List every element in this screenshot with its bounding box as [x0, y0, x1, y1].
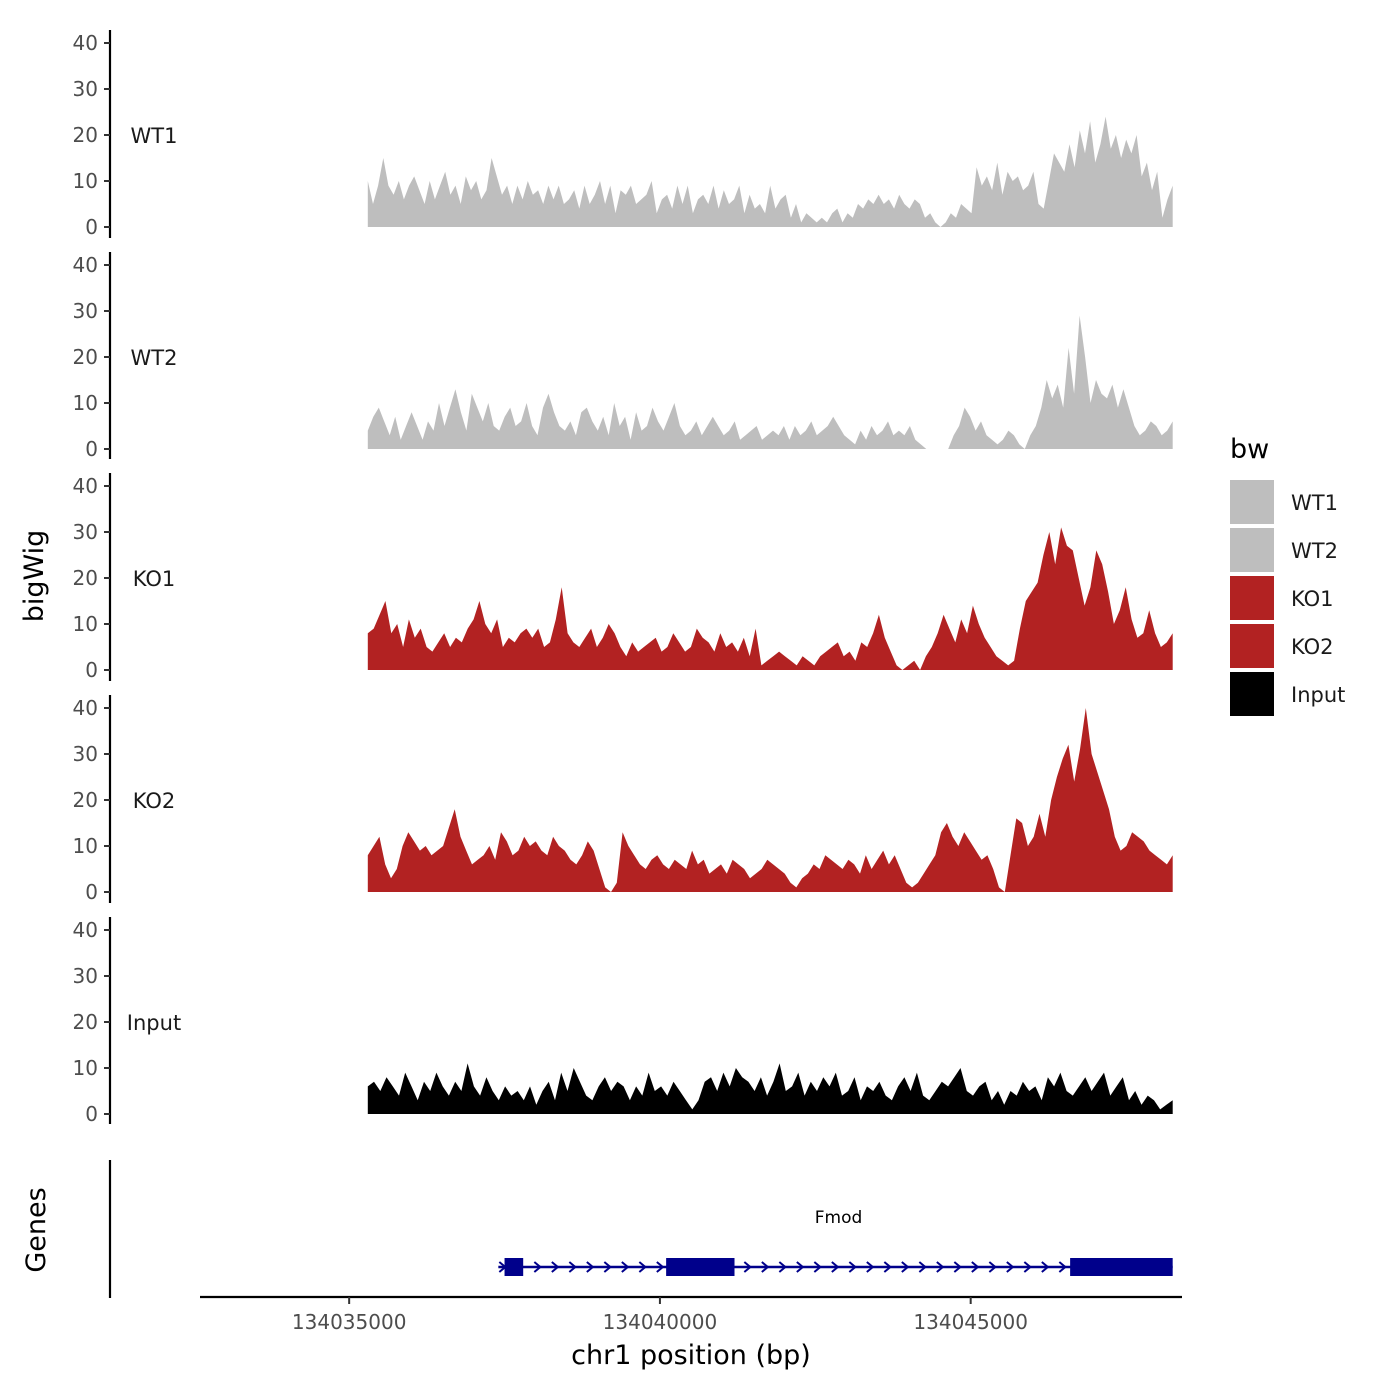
strand-arrow-icon: [621, 1261, 630, 1273]
y-tick-label: 30: [73, 964, 98, 988]
legend-item-wt2: WT2: [1230, 528, 1338, 572]
track-panels: 0 10 20 30 40 WT1 0 10 20 30 40 WT2 0 10 20 30 40 KO1 0 10 2…: [73, 30, 1173, 1126]
legend-label: Input: [1291, 683, 1345, 707]
legend-item-ko1: KO1: [1230, 576, 1334, 620]
y-tick-label: 40: [73, 696, 98, 720]
y-tick-label: 0: [85, 658, 98, 682]
panel-label: KO2: [133, 789, 176, 813]
y-tick-label: 30: [73, 742, 98, 766]
strand-arrow-icon: [533, 1261, 542, 1273]
y-tick-label: 20: [73, 1010, 98, 1034]
strand-arrow-icon: [796, 1261, 805, 1273]
strand-arrow-icon: [1023, 1261, 1032, 1273]
exon-block: [504, 1258, 524, 1276]
legend-title: bw: [1230, 434, 1269, 465]
legend-label: KO1: [1291, 587, 1334, 611]
x-tick-label: 134040000: [603, 1310, 718, 1334]
y-tick-label: 0: [85, 1102, 98, 1126]
strand-arrow-icon: [586, 1261, 595, 1273]
strand-arrow-icon: [918, 1261, 927, 1273]
y-tick-label: 30: [73, 520, 98, 544]
strand-arrow-icon: [848, 1261, 857, 1273]
track-ko2: 0 10 20 30 40 KO2: [73, 695, 1173, 904]
strand-arrow-icon: [1041, 1261, 1050, 1273]
strand-arrow-icon: [656, 1261, 665, 1273]
legend-label: KO2: [1291, 635, 1334, 659]
y-tick-label: 40: [73, 918, 98, 942]
strand-arrow-icon: [813, 1261, 822, 1273]
x-tick-label: 134045000: [913, 1310, 1028, 1334]
legend-label: WT2: [1291, 539, 1338, 563]
legend: WT1 WT2 KO1 KO2 Input: [1230, 480, 1345, 716]
panel-label: Input: [127, 1011, 181, 1035]
y-tick-label: 10: [73, 391, 98, 415]
strand-arrow-icon: [638, 1261, 647, 1273]
y-tick-label: 20: [73, 788, 98, 812]
strand-arrow-icon: [761, 1261, 770, 1273]
y-tick-label: 20: [73, 566, 98, 590]
strand-arrow-icon: [831, 1261, 840, 1273]
panel-label: WT1: [131, 124, 178, 148]
y-tick-label: 10: [73, 1056, 98, 1080]
legend-label: WT1: [1291, 491, 1338, 515]
track-input: 0 10 20 30 40 Input: [73, 917, 1173, 1126]
y-tick-label: 0: [85, 215, 98, 239]
coverage-area-ko1: [367, 527, 1173, 670]
genes-panel: Fmod: [108, 1160, 1173, 1298]
gene-model: Fmod: [498, 1208, 1173, 1276]
strand-arrow-icon: [743, 1261, 752, 1273]
x-axis: 134035000 134040000 134045000: [200, 1295, 1182, 1334]
y-tick-label: 0: [85, 437, 98, 461]
y-tick-label: 40: [73, 474, 98, 498]
y-tick-label: 0: [85, 880, 98, 904]
legend-item-wt1: WT1: [1230, 480, 1338, 524]
y-tick-label: 40: [73, 31, 98, 55]
y-tick-label: 10: [73, 834, 98, 858]
panel-label: WT2: [131, 346, 178, 370]
legend-item-input: Input: [1230, 672, 1345, 716]
strand-arrow-icon: [568, 1261, 577, 1273]
exon-block: [666, 1258, 735, 1276]
coverage-area-wt2: [367, 315, 1173, 449]
y-tick-label: 10: [73, 612, 98, 636]
y-tick-label: 30: [73, 299, 98, 323]
strand-arrow-icon: [603, 1261, 612, 1273]
genes-axis-title: Genes: [21, 1187, 52, 1272]
strand-arrow-icon: [971, 1261, 980, 1273]
gene-name: Fmod: [815, 1208, 863, 1228]
legend-swatch: [1230, 672, 1274, 716]
y-tick-label: 10: [73, 169, 98, 193]
x-axis-title: chr1 position (bp): [571, 1340, 811, 1371]
legend-swatch: [1230, 624, 1274, 668]
strand-arrow-icon: [1006, 1261, 1015, 1273]
strand-arrow-icon: [953, 1261, 962, 1273]
strand-arrow-icon: [778, 1261, 787, 1273]
track-wt1: 0 10 20 30 40 WT1: [73, 30, 1173, 239]
y-tick-label: 20: [73, 345, 98, 369]
x-tick-label: 134035000: [292, 1310, 407, 1334]
coverage-area-ko2: [367, 708, 1173, 892]
legend-swatch: [1230, 528, 1274, 572]
legend-swatch: [1230, 480, 1274, 524]
coverage-area-wt1: [367, 116, 1173, 227]
exon-block: [1070, 1258, 1173, 1276]
strand-arrow-icon: [936, 1261, 945, 1273]
strand-arrow-icon: [883, 1261, 892, 1273]
strand-arrow-icon: [988, 1261, 997, 1273]
track-ko1: 0 10 20 30 40 KO1: [73, 473, 1173, 682]
strand-arrow-icon: [901, 1261, 910, 1273]
strand-arrow-icon: [1058, 1261, 1067, 1273]
track-wt2: 0 10 20 30 40 WT2: [73, 252, 1173, 461]
legend-swatch: [1230, 576, 1274, 620]
y-tick-label: 20: [73, 123, 98, 147]
legend-item-ko2: KO2: [1230, 624, 1334, 668]
coverage-area-input: [367, 1063, 1173, 1114]
y-tick-label: 30: [73, 77, 98, 101]
strand-arrow-icon: [551, 1261, 560, 1273]
panel-label: KO1: [133, 567, 176, 591]
strand-arrow-icon: [866, 1261, 875, 1273]
y-tick-label: 40: [73, 253, 98, 277]
y-axis-title: bigWig: [19, 530, 50, 623]
